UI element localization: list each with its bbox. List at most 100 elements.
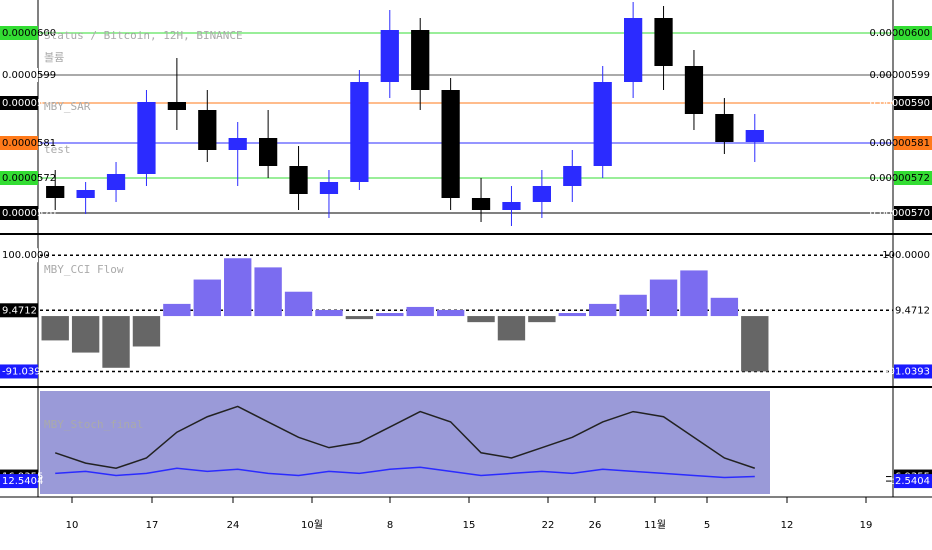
label-box [0, 171, 38, 185]
axis-label: 0.0000581 [2, 138, 56, 149]
axis-label: 0.0000590 [2, 98, 56, 109]
cci-bar [710, 297, 739, 317]
candle-body [624, 18, 643, 82]
cci-bar [649, 279, 678, 317]
label-box [894, 171, 932, 185]
cci-bar [528, 316, 556, 323]
indicator-label: Status / Bitcoin, 12H, BINANCE [44, 29, 243, 42]
cci-bar [284, 291, 313, 317]
candle-body [684, 66, 704, 114]
stoch-line [55, 466, 755, 479]
cci-bar [254, 267, 282, 317]
x-tick-label: 10월 [301, 519, 323, 531]
cci-bar [345, 316, 374, 320]
axis-label: -91.0393 [2, 366, 47, 377]
candle-body [502, 202, 521, 210]
axis-label: 12.5404 [889, 476, 930, 487]
cci-bar [132, 316, 161, 347]
cci-bar [376, 313, 404, 317]
candle-body [441, 90, 460, 198]
candle-body [411, 30, 430, 90]
axis-label: -91.0393 [885, 366, 930, 377]
axis-label: 12.5404 [2, 476, 43, 487]
cci-bar [102, 316, 130, 368]
x-tick-label: 17 [146, 520, 159, 531]
cci-bar [224, 258, 252, 317]
label-box [0, 96, 38, 110]
cci-bar [680, 270, 708, 317]
x-tick-label: 10 [66, 520, 79, 531]
axis-label: 100.0000 [2, 250, 50, 261]
x-tick-label: 24 [227, 520, 240, 531]
cci-bar [619, 294, 647, 317]
axis-label: 0.00000570 [870, 208, 930, 219]
candle-body [167, 102, 186, 110]
cci-bar [71, 316, 100, 353]
indicator-label: MBY_CCI Flow [44, 263, 124, 276]
label-box [0, 136, 38, 150]
label-box [894, 248, 932, 263]
axis-label: 9.4712 [2, 305, 37, 316]
indicator-label: MBY_Stoch_final [44, 418, 143, 431]
cci-bar [467, 316, 495, 323]
label-box [894, 136, 932, 150]
label-box [0, 364, 38, 379]
x-tick-label: 12 [781, 520, 794, 531]
candle-body [106, 174, 126, 190]
label-box [0, 474, 38, 489]
candle-body [137, 102, 156, 174]
axis-label: 0.0000572 [2, 173, 56, 184]
axis-label: 0.00000590 [870, 98, 930, 109]
axis-label: 0.00000599 [870, 70, 930, 81]
axis-label: 0.0000600 [2, 28, 56, 39]
cci-bar [436, 309, 465, 317]
x-tick-label: 22 [542, 520, 555, 531]
x-tick-label: 19 [860, 520, 873, 531]
label-box [894, 26, 932, 40]
label-box [0, 303, 38, 318]
cci-bar [558, 313, 586, 317]
candle-body [228, 138, 247, 150]
x-tick-label: 8 [387, 520, 393, 531]
axis-label: 0.00000581 [870, 138, 930, 149]
cci-bar [497, 316, 526, 341]
cci-bar [315, 309, 343, 317]
candle-body [532, 186, 551, 202]
candle-body [471, 198, 491, 210]
label-box [0, 248, 38, 263]
indicator-label: 볼륨 [44, 51, 64, 64]
label-box [0, 206, 38, 220]
candle-body [654, 18, 673, 66]
axis-label: 0.0000570 [2, 208, 56, 219]
indicator-label: test [44, 143, 71, 156]
axis-label: 0.0000599 [2, 70, 56, 81]
x-tick-label: 15 [463, 520, 476, 531]
cci-bar [741, 316, 769, 372]
candle-body [715, 114, 734, 142]
stoch-line [54, 405, 756, 470]
indicator-label: MBY_SAR [44, 100, 91, 113]
candle-body [46, 186, 65, 198]
candle-body [745, 130, 764, 142]
candle-body [289, 166, 308, 194]
label-box [894, 68, 932, 82]
axis-label: 9.4712 [895, 305, 930, 316]
cci-bar [163, 303, 191, 317]
x-tick-label: 5 [704, 520, 710, 531]
label-box [894, 303, 932, 318]
candle-body [319, 182, 339, 194]
cci-bar [406, 306, 434, 317]
label-box [0, 26, 38, 40]
panel-background [40, 391, 770, 494]
cci-bar [589, 303, 617, 317]
cci-bar [41, 316, 69, 341]
label-box [894, 364, 932, 379]
label-box [894, 206, 932, 220]
candle-body [76, 190, 95, 198]
axis-label: 0.00000600 [870, 28, 930, 39]
candle-body [593, 82, 612, 166]
candle-body [259, 138, 278, 166]
x-tick-label: 26 [589, 520, 602, 531]
label-box [894, 474, 932, 489]
